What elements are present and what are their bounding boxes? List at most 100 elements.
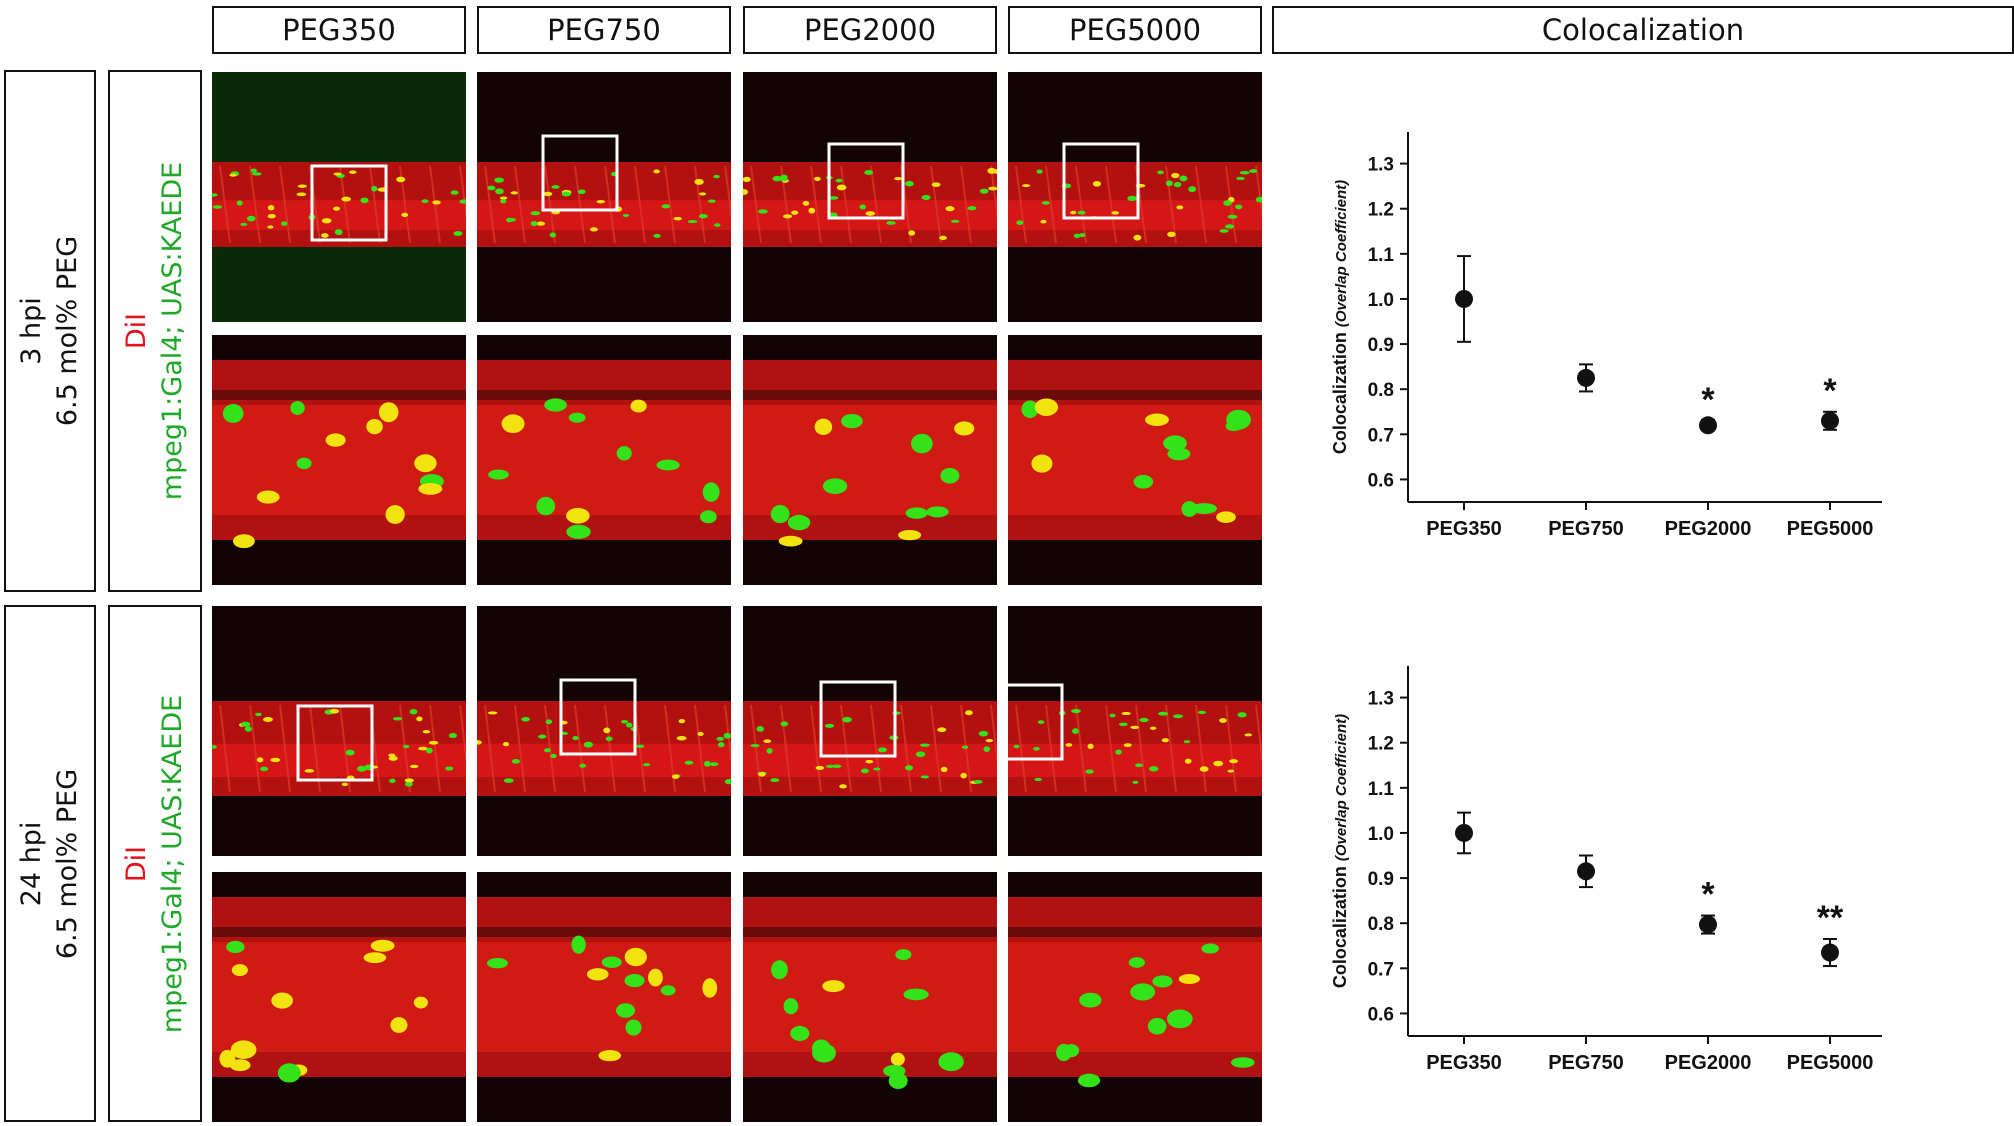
overview-image [212,606,466,856]
y-tick-label: 0.8 [1368,380,1394,401]
column-header-peg350: PEG350 [212,6,466,54]
column-header-label: PEG5000 [1068,13,1202,47]
micrograph [477,872,731,1122]
row-condition-label: 24 hpi 6.5 mol% PEG [14,768,86,958]
y-tick-label: 1.2 [1368,734,1394,755]
overview-image [477,72,731,322]
zoom-image [1008,872,1262,1122]
y-tick-label: 1.2 [1368,200,1394,221]
micrograph [743,335,997,585]
data-point [1455,823,1473,842]
condition-peg: 6.5 mol% PEG [52,235,83,427]
y-axis-label: Colocalization (Overlap Coefficient) [1330,180,1350,454]
overview-image [212,72,466,322]
y-tick-label: 0.6 [1368,470,1394,491]
condition-time: 24 hpi [16,821,47,906]
data-point [1577,368,1595,387]
y-tick-label: 1.1 [1368,245,1395,266]
zoom-image [212,872,466,1122]
x-tick-label: PEG5000 [1787,518,1874,540]
row-label-box-24hpi: 24 hpi 6.5 mol% PEG [4,605,96,1122]
y-tick-label: 0.8 [1368,914,1394,935]
stain-red-label: DiI [121,845,152,882]
significance-marker: * [1701,381,1715,419]
data-point [1821,943,1839,962]
y-tick-label: 1.0 [1368,290,1394,311]
x-tick-label: PEG2000 [1665,1052,1752,1074]
colocalization-chart-24hpi: 0.6 0.7 0.8 0.9 1.0 1.1 1.2 1.3 PEG350 PEG750 PEG2… [1312,654,2002,1094]
y-tick-label: 1.3 [1368,689,1394,710]
zoom-image [743,335,997,585]
stain-red-label: DiI [121,312,152,350]
micrograph [743,872,997,1122]
overview-image [1008,606,1262,856]
micrograph [1008,606,1262,856]
overview-image [743,606,997,856]
y-tick-label: 0.9 [1368,869,1394,890]
column-header-peg750: PEG750 [477,6,731,54]
stain-green-label: mpeg1:Gal4; UAS:KAEDE [157,161,188,501]
y-tick-label: 1.3 [1368,155,1394,176]
zoom-image [477,335,731,585]
y-axis-label: Colocalization (Overlap Coefficient) [1330,714,1350,988]
y-tick-label: 1.1 [1368,779,1395,800]
micrograph [477,335,731,585]
data-point [1455,289,1473,308]
chart-svg: 0.6 0.7 0.8 0.9 1.0 1.1 1.2 1.3 PEG350 PEG750 PEG2… [1330,666,1882,1074]
data-point [1699,915,1717,934]
micrograph [1008,72,1262,322]
significance-marker: * [1701,876,1715,914]
micrograph [743,72,997,322]
y-tick-label: 0.9 [1368,335,1394,356]
micrograph [212,606,466,856]
y-tick-label: 1.0 [1368,824,1394,845]
stain-label-box-row2: DiI mpeg1:Gal4; UAS:KAEDE [108,605,202,1122]
micrograph [477,72,731,322]
significance-marker: ** [1817,899,1844,937]
row-condition-label: 3 hpi 6.5 mol% PEG [14,236,86,426]
chart-svg: 0.6 0.7 0.8 0.9 1.0 1.1 1.2 1.3 PEG350 PEG750 PEG2… [1330,132,1882,540]
x-tick-label: PEG350 [1426,518,1502,540]
micrograph [212,335,466,585]
column-header-label: Colocalization [1541,13,1745,47]
x-tick-label: PEG5000 [1787,1052,1874,1074]
micrograph [1008,872,1262,1122]
stain-label: DiI mpeg1:Gal4; UAS:KAEDE [119,694,191,1032]
data-point [1821,411,1839,430]
stain-label: DiI mpeg1:Gal4; UAS:KAEDE [119,162,191,500]
overview-image [477,606,731,856]
condition-peg: 6.5 mol% PEG [52,768,83,959]
significance-marker: * [1823,372,1837,410]
x-tick-label: PEG750 [1548,518,1624,540]
micrograph [477,606,731,856]
data-point [1577,862,1595,881]
zoom-image [477,872,731,1122]
zoom-image [1008,335,1262,585]
x-tick-label: PEG2000 [1665,518,1752,540]
colocalization-chart-3hpi: 0.6 0.7 0.8 0.9 1.0 1.1 1.2 1.3 PEG350 PEG750 PEG2… [1312,120,2002,560]
x-tick-label: PEG750 [1548,1052,1624,1074]
zoom-image [743,872,997,1122]
overview-image [1008,72,1262,322]
y-tick-label: 0.7 [1368,425,1394,446]
column-header-peg2000: PEG2000 [743,6,997,54]
stain-green-label: mpeg1:Gal4; UAS:KAEDE [157,694,188,1033]
micrograph [212,872,466,1122]
condition-time: 3 hpi [16,297,47,365]
y-tick-label: 0.6 [1368,1004,1394,1025]
column-header-label: PEG350 [282,13,396,47]
column-header-colocalization: Colocalization [1272,6,2014,54]
y-tick-label: 0.7 [1368,959,1394,980]
column-header-peg5000: PEG5000 [1008,6,1262,54]
stain-label-box-row1: DiI mpeg1:Gal4; UAS:KAEDE [108,70,202,592]
micrograph [743,606,997,856]
micrograph [212,72,466,322]
data-point [1699,416,1717,435]
row-label-box-3hpi: 3 hpi 6.5 mol% PEG [4,70,96,592]
micrograph [1008,335,1262,585]
column-header-label: PEG2000 [803,13,937,47]
zoom-image [212,335,466,585]
x-tick-label: PEG350 [1426,1052,1502,1074]
column-header-label: PEG750 [547,13,661,47]
overview-image [743,72,997,322]
